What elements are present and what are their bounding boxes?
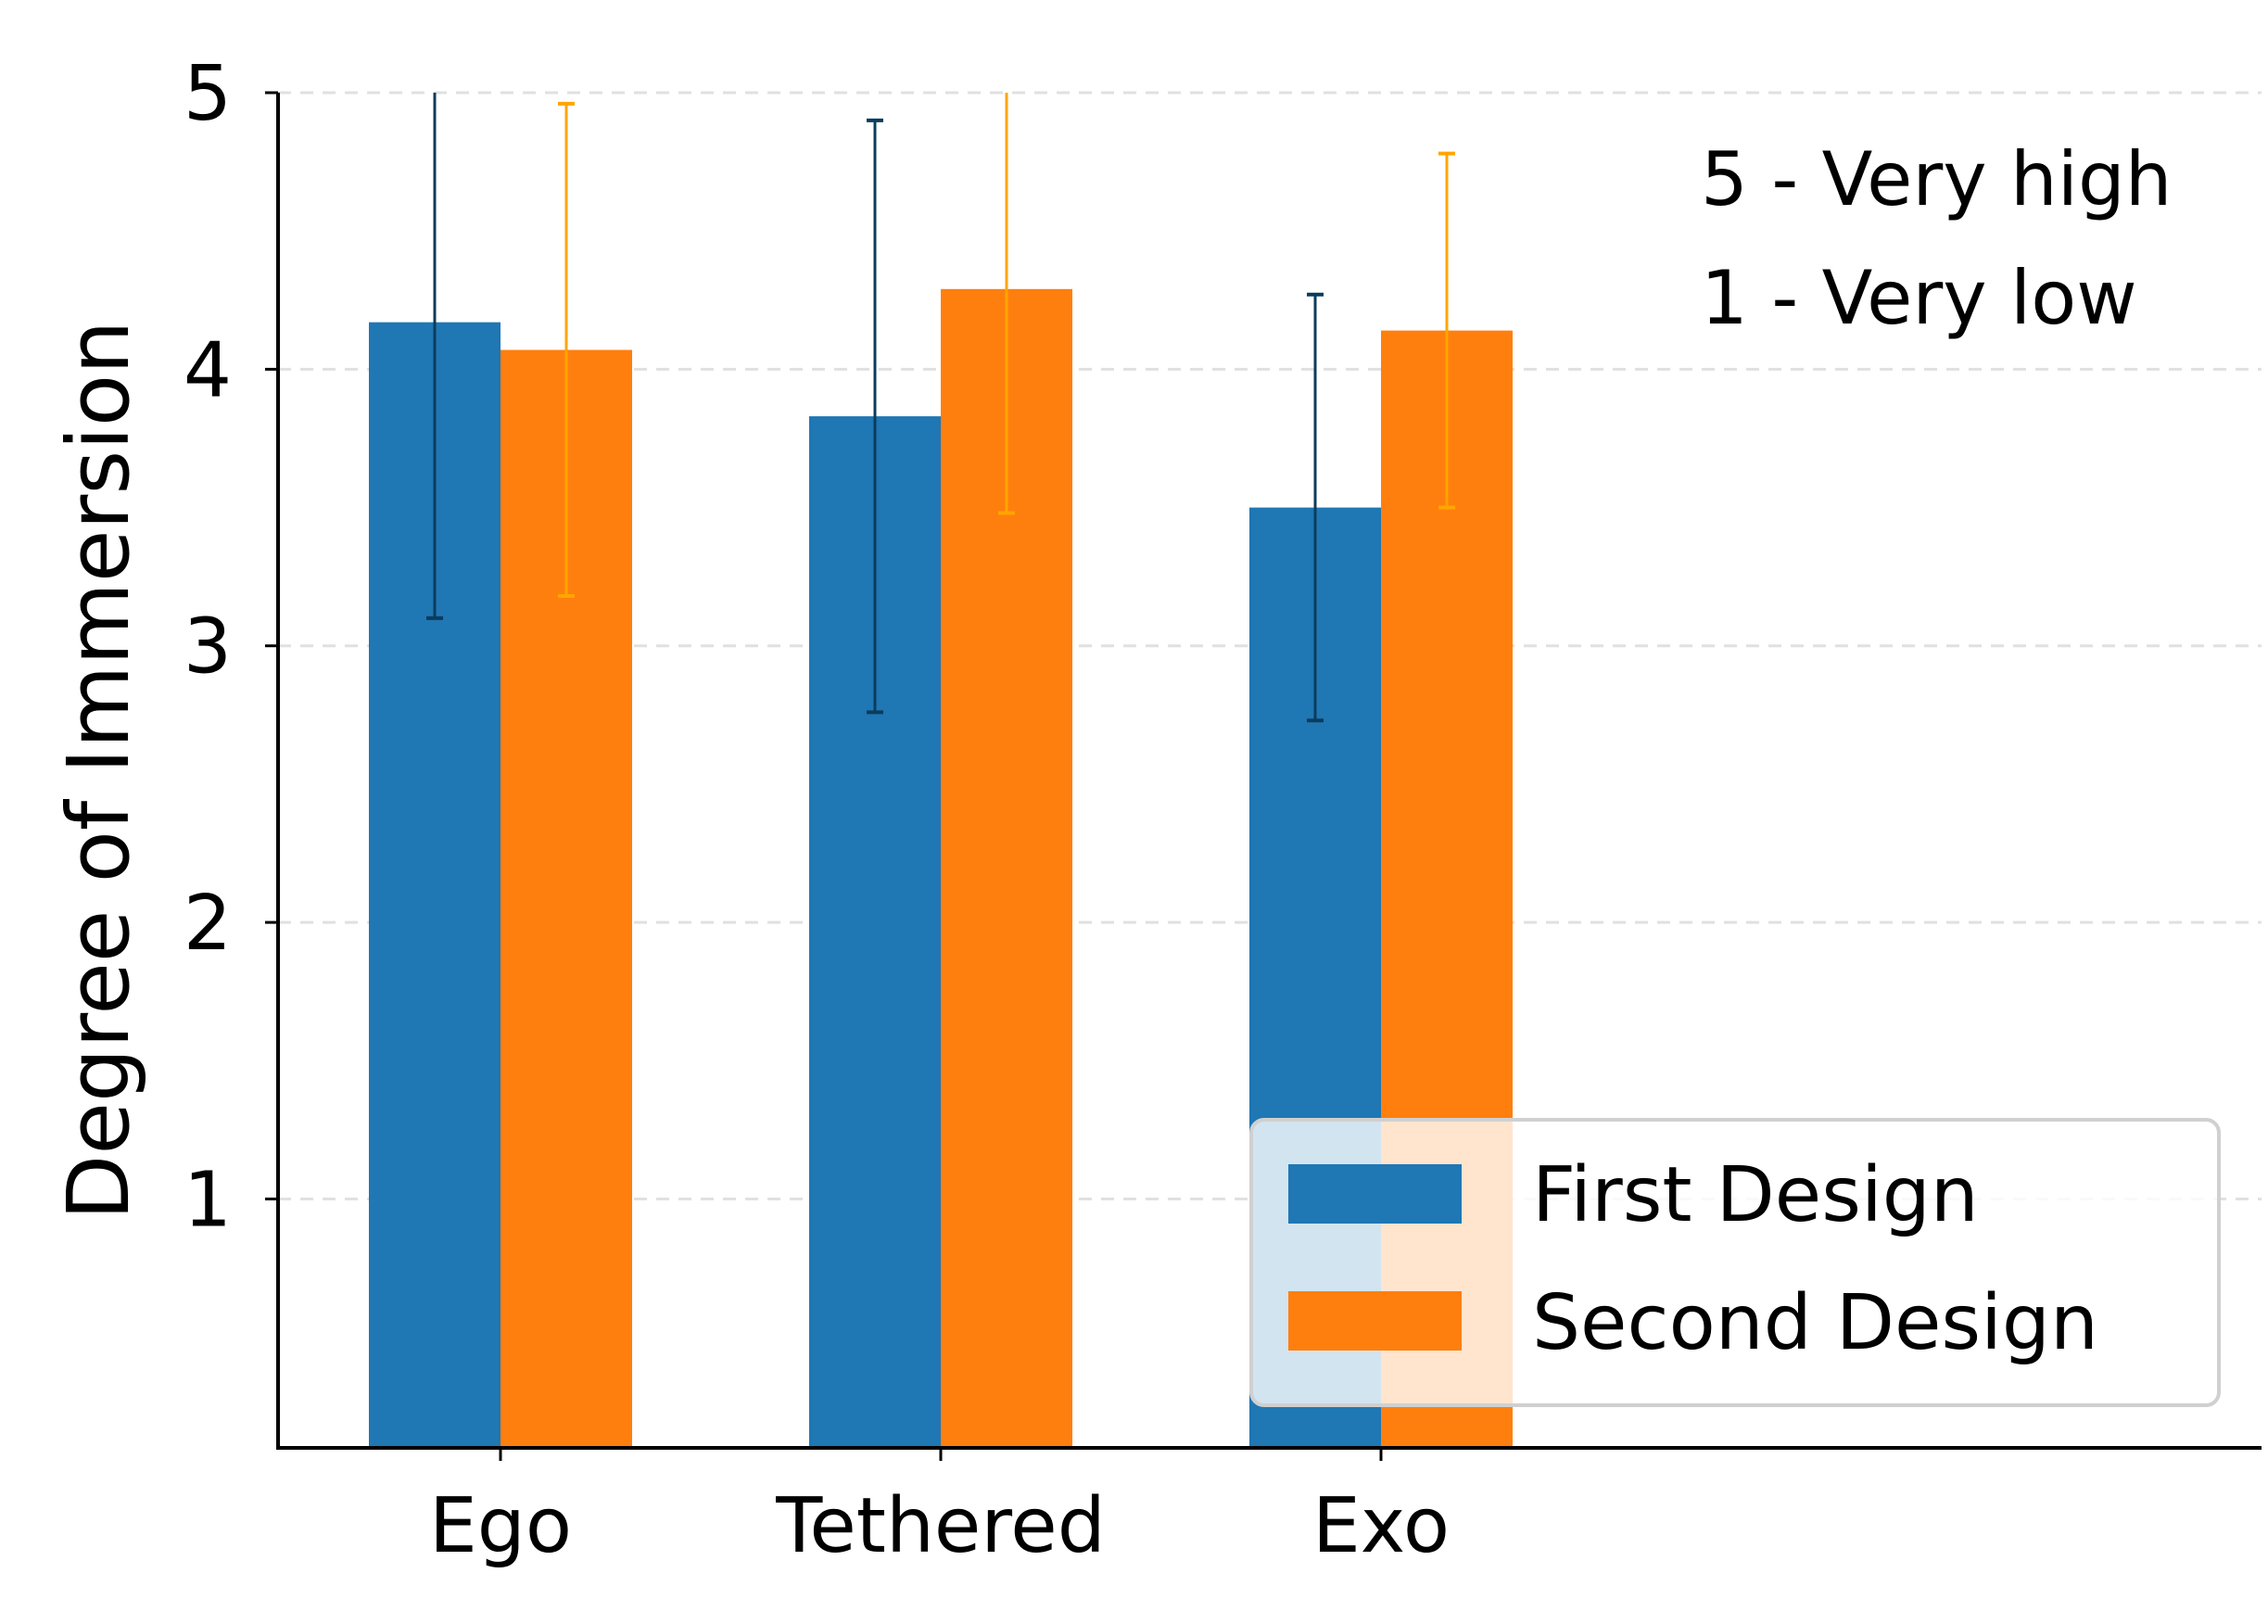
y-ticks: 1 2 3 4 5 <box>184 50 278 1244</box>
x-tick-label-ego: Ego <box>429 1482 572 1570</box>
legend: First Design Second Design <box>1249 1118 2221 1407</box>
annotation-very-high: 5 - Very high <box>1701 136 2172 222</box>
y-tick-label-3: 3 <box>184 603 232 691</box>
legend-swatch-second-design <box>1288 1291 1462 1351</box>
y-tick-label-1: 1 <box>184 1156 232 1244</box>
legend-label-second-design: Second Design <box>1532 1279 2098 1367</box>
x-ticks: Ego Tethered Exo <box>429 1448 1450 1570</box>
x-tick-label-exo: Exo <box>1312 1482 1450 1570</box>
error-bars <box>426 93 1455 723</box>
y-axis-label: Degree of Immersion <box>49 321 148 1221</box>
axes <box>276 93 2262 1450</box>
x-tick-label-tethered: Tethered <box>775 1482 1106 1570</box>
legend-label-first-design: First Design <box>1532 1151 1979 1239</box>
y-tick-label-2: 2 <box>184 880 232 968</box>
legend-frame <box>1249 1118 2221 1407</box>
y-tick-label-5: 5 <box>184 50 232 138</box>
annotation-very-low: 1 - Very low <box>1701 255 2137 341</box>
y-tick-label-4: 4 <box>184 326 232 414</box>
legend-swatch-first-design <box>1288 1164 1462 1224</box>
scale-annotations: 5 - Very high 1 - Very low <box>1701 136 2172 341</box>
